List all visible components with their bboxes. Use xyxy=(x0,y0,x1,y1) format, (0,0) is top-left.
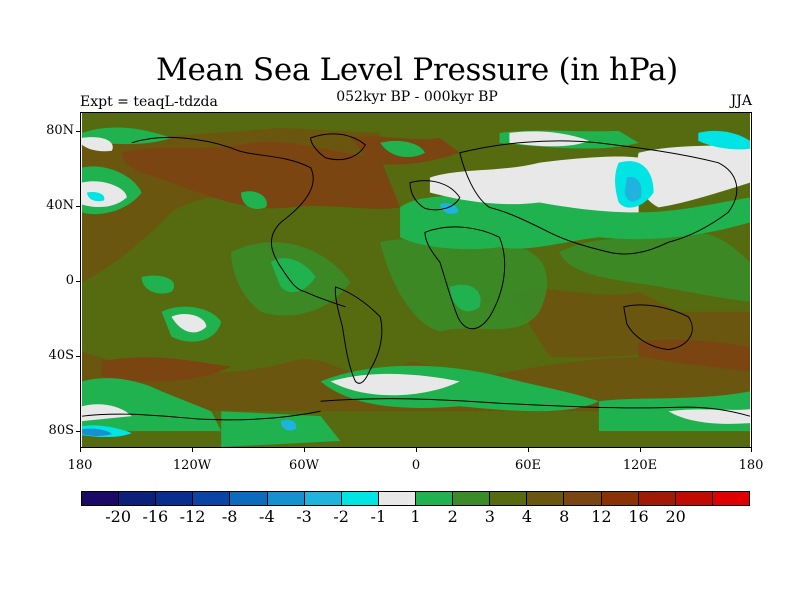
lat-tick xyxy=(76,356,80,357)
colorbar-label: 1 xyxy=(410,507,421,526)
colorbar-segment xyxy=(490,492,528,505)
lon-tick xyxy=(80,448,81,452)
colorbar-segment xyxy=(601,492,639,505)
lon-label-180e: 180 xyxy=(738,458,764,473)
negative-regions xyxy=(82,130,750,438)
lat-label-40s: 40S xyxy=(48,348,74,363)
colorbar-segment xyxy=(378,492,416,505)
lat-tick xyxy=(76,281,80,282)
colorbar-label: -2 xyxy=(333,507,349,526)
colorbar-label: -16 xyxy=(142,507,169,526)
lon-tick xyxy=(751,448,752,452)
pressure-field xyxy=(81,113,751,447)
lon-tick xyxy=(192,448,193,452)
colorbar xyxy=(81,491,750,506)
lon-label-120w: 120W xyxy=(172,458,212,473)
colorbar-segment xyxy=(82,492,120,505)
colorbar-label: -1 xyxy=(370,507,387,526)
season-label: JJA xyxy=(730,93,752,109)
colorbar-label: -4 xyxy=(259,507,275,526)
colorbar-segment xyxy=(193,492,231,505)
lat-tick xyxy=(76,206,80,207)
lat-tick xyxy=(76,131,80,132)
colorbar-segment xyxy=(119,492,157,505)
lon-tick xyxy=(304,448,305,452)
lon-label-180w: 180 xyxy=(67,458,93,473)
lon-label-0: 0 xyxy=(411,458,421,473)
map-subtitle: 052kyr BP - 000kyr BP xyxy=(336,89,498,105)
colorbar-label: -3 xyxy=(296,507,312,526)
colorbar-label: 3 xyxy=(484,507,495,526)
green-1-2-regions xyxy=(82,127,750,447)
lat-label-80n: 80N xyxy=(46,123,74,138)
lon-label-60e: 60E xyxy=(514,458,542,473)
lon-tick xyxy=(528,448,529,452)
colorbar-label: -12 xyxy=(179,507,206,526)
colorbar-label: 8 xyxy=(559,507,570,526)
colorbar-segment xyxy=(156,492,194,505)
colorbar-segment xyxy=(341,492,379,505)
colorbar-segment xyxy=(415,492,454,505)
colorbar-segment xyxy=(712,492,749,505)
colorbar-label: 4 xyxy=(521,507,533,526)
lat-label-40n: 40N xyxy=(46,198,74,213)
lon-label-60w: 60W xyxy=(289,458,319,473)
map-panel xyxy=(80,112,752,448)
colorbar-segment xyxy=(527,492,565,505)
lon-tick xyxy=(416,448,417,452)
colorbar-segment xyxy=(267,492,305,505)
colorbar-segment xyxy=(453,492,491,505)
near-zero-regions xyxy=(82,131,750,424)
coastlines xyxy=(81,133,751,421)
colorbar-segment xyxy=(638,492,676,505)
colorbar-label: 2 xyxy=(447,507,458,526)
colorbar-label: 20 xyxy=(665,507,686,526)
colorbar-segment xyxy=(675,492,713,505)
colorbar-label: 16 xyxy=(628,507,649,526)
colorbar-segment xyxy=(564,492,602,505)
map-title: Mean Sea Level Pressure (in hPa) xyxy=(156,52,678,88)
colorbar-label: 12 xyxy=(591,507,612,526)
colorbar-segment xyxy=(230,492,268,505)
lat-tick xyxy=(76,431,80,432)
lat-label-80s: 80S xyxy=(48,423,74,438)
colorbar-segment xyxy=(304,492,342,505)
lon-label-120e: 120E xyxy=(622,458,658,473)
lon-tick xyxy=(640,448,641,452)
lat-label-0: 0 xyxy=(65,273,74,288)
experiment-label: Expt = teaqL-tdzda xyxy=(80,94,218,110)
colorbar-label: -8 xyxy=(221,507,238,526)
colorbar-label: -20 xyxy=(105,507,132,526)
